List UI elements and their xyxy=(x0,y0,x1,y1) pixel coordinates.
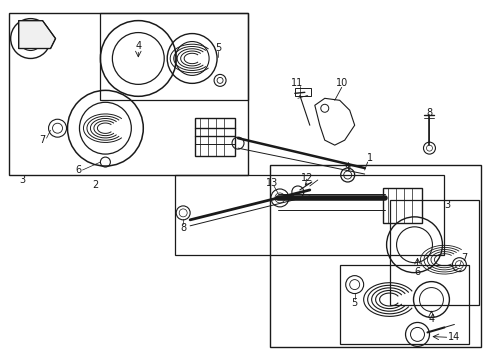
Text: 3: 3 xyxy=(20,175,26,185)
Bar xyxy=(389,200,478,305)
Text: 8: 8 xyxy=(426,108,432,118)
Polygon shape xyxy=(19,21,56,49)
Text: 4: 4 xyxy=(135,41,141,50)
Text: 10: 10 xyxy=(335,78,347,88)
Text: 14: 14 xyxy=(447,332,460,342)
Text: 7: 7 xyxy=(40,135,45,145)
Text: 3: 3 xyxy=(444,200,449,210)
Text: 11: 11 xyxy=(290,78,303,88)
Text: 6: 6 xyxy=(414,267,420,276)
Bar xyxy=(100,13,247,100)
Bar xyxy=(175,175,444,255)
Text: 12: 12 xyxy=(300,173,312,183)
Text: 8: 8 xyxy=(180,223,186,233)
Bar xyxy=(195,118,235,156)
Text: 7: 7 xyxy=(460,253,467,263)
Bar xyxy=(382,188,422,223)
Text: 1: 1 xyxy=(366,153,372,163)
Bar xyxy=(339,265,468,345)
Text: 6: 6 xyxy=(75,165,81,175)
Text: 5: 5 xyxy=(215,42,221,53)
Text: 4: 4 xyxy=(427,314,434,324)
Bar xyxy=(294,88,310,96)
Text: 9: 9 xyxy=(344,163,350,173)
Text: 13: 13 xyxy=(265,178,278,188)
Text: 2: 2 xyxy=(92,180,99,190)
Bar xyxy=(269,165,480,347)
Text: 5: 5 xyxy=(351,297,357,307)
Bar xyxy=(9,13,247,175)
